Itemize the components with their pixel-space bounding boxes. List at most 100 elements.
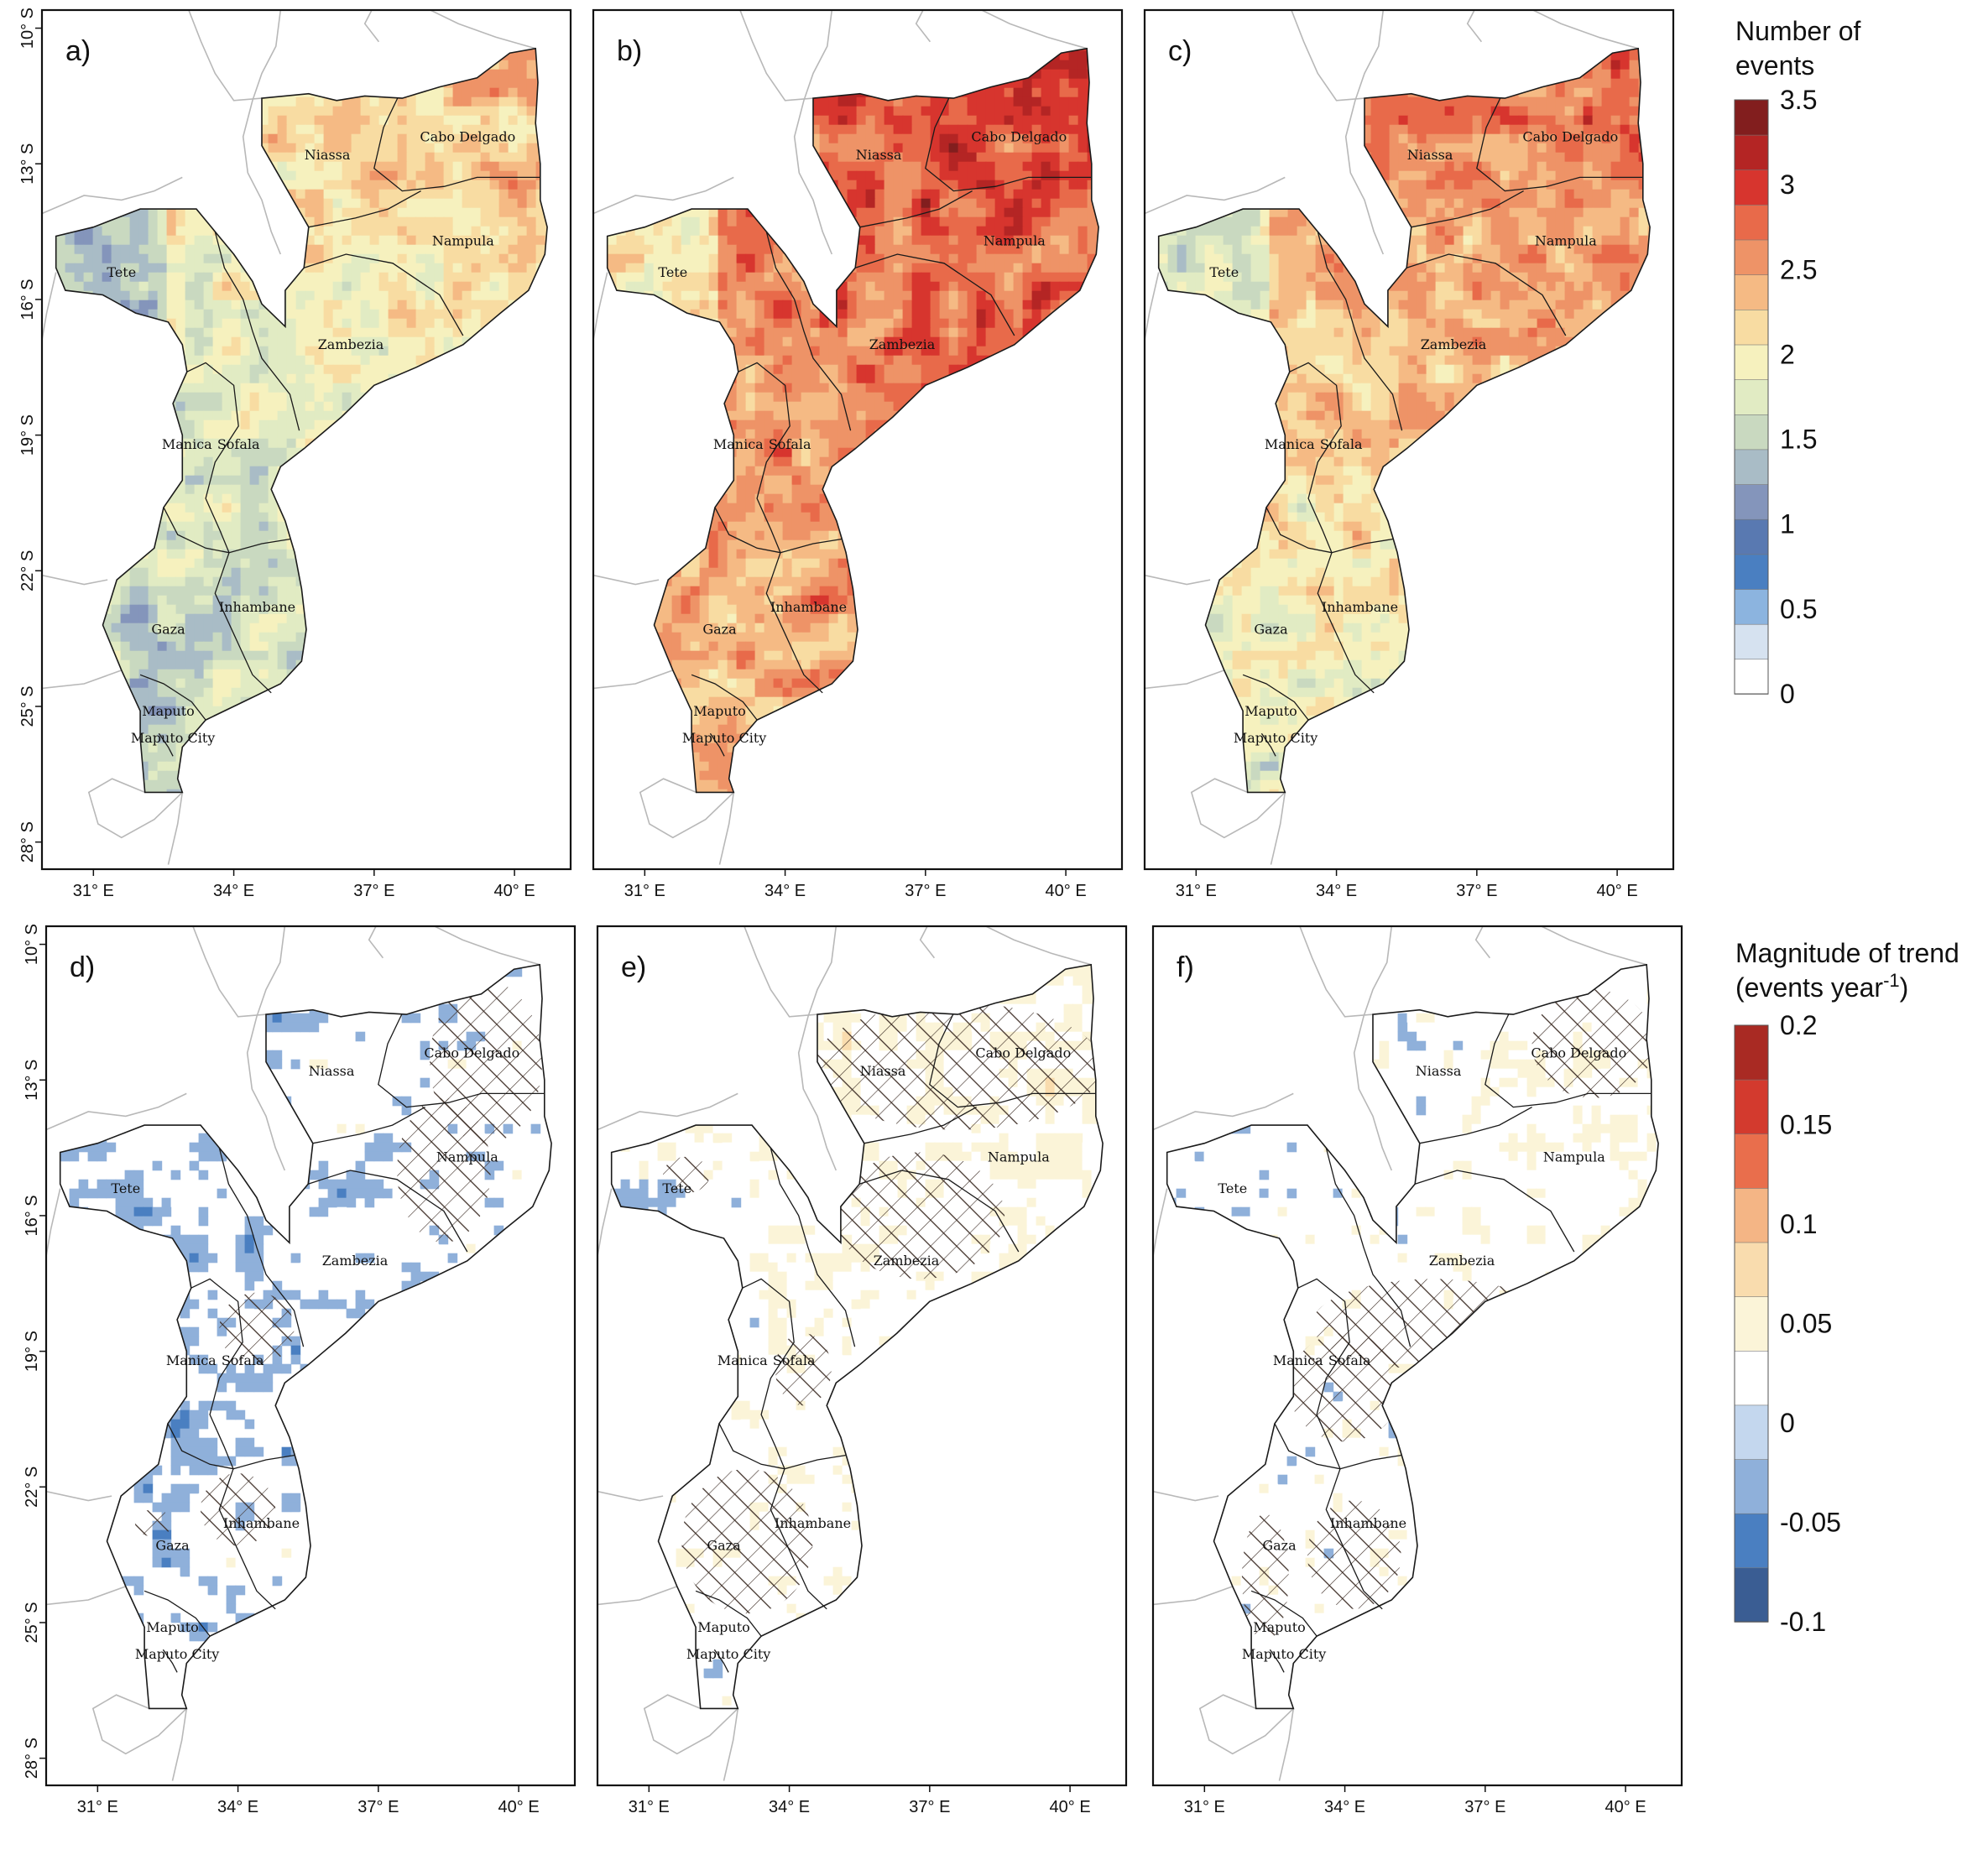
raster-cell bbox=[305, 642, 316, 652]
raster-cell bbox=[352, 642, 362, 652]
raster-cell bbox=[121, 420, 131, 430]
raster-cell bbox=[509, 466, 519, 477]
raster-cell bbox=[536, 227, 546, 237]
raster-cell bbox=[518, 660, 528, 670]
raster-cell bbox=[56, 780, 66, 790]
raster-cell bbox=[792, 42, 802, 52]
raster-cell bbox=[65, 670, 76, 680]
raster-cell bbox=[352, 762, 362, 772]
raster-cell bbox=[324, 51, 334, 61]
raster-cell bbox=[398, 107, 408, 117]
raster-cell bbox=[305, 771, 316, 781]
raster-cell bbox=[324, 134, 334, 144]
raster-cell bbox=[379, 70, 389, 80]
raster-cell bbox=[866, 51, 876, 61]
raster-cell bbox=[158, 789, 168, 800]
raster-cell bbox=[518, 586, 528, 597]
raster-cell bbox=[102, 402, 112, 412]
raster-cell bbox=[269, 125, 279, 135]
raster-cell bbox=[453, 300, 463, 310]
raster-cell bbox=[407, 448, 417, 458]
raster-cell bbox=[130, 605, 140, 615]
raster-cell bbox=[949, 42, 959, 52]
raster-cell bbox=[472, 199, 482, 209]
raster-cell bbox=[518, 107, 528, 117]
raster-cell bbox=[185, 134, 196, 144]
raster-cell bbox=[462, 411, 472, 421]
raster-cell bbox=[490, 291, 500, 301]
raster-cell bbox=[444, 263, 454, 274]
raster-cell bbox=[324, 356, 334, 366]
raster-cell bbox=[176, 485, 186, 495]
raster-cell bbox=[75, 374, 85, 384]
y-tick-label: 16° S bbox=[18, 279, 37, 320]
raster-cell bbox=[342, 559, 352, 569]
raster-cell bbox=[204, 577, 214, 587]
raster-cell bbox=[545, 753, 556, 763]
raster-cell bbox=[185, 485, 196, 495]
raster-cell bbox=[130, 503, 140, 513]
neighbour-border bbox=[593, 670, 673, 689]
raster-cell bbox=[130, 448, 140, 458]
raster-cell bbox=[176, 522, 186, 532]
raster-cell bbox=[518, 614, 528, 624]
raster-cell bbox=[746, 88, 756, 98]
raster-cell bbox=[75, 614, 85, 624]
raster-cell bbox=[204, 356, 214, 366]
raster-cell bbox=[65, 614, 76, 624]
raster-cell bbox=[315, 494, 325, 504]
raster-cell bbox=[425, 697, 436, 707]
raster-cell bbox=[222, 337, 232, 347]
raster-cell bbox=[204, 697, 214, 707]
raster-cell bbox=[379, 771, 389, 781]
raster-cell bbox=[536, 310, 546, 320]
raster-cell bbox=[65, 531, 76, 541]
raster-cell bbox=[509, 743, 519, 753]
raster-cell bbox=[472, 633, 482, 643]
raster-cell bbox=[425, 734, 436, 744]
raster-cell bbox=[379, 439, 389, 449]
raster-cell bbox=[518, 134, 528, 144]
raster-cell bbox=[1014, 70, 1024, 80]
raster-cell bbox=[287, 430, 297, 440]
raster-cell bbox=[75, 623, 85, 633]
raster-cell bbox=[259, 476, 269, 486]
raster-cell bbox=[894, 88, 904, 98]
raster-cell bbox=[472, 550, 482, 560]
raster-cell bbox=[195, 190, 205, 200]
raster-cell bbox=[352, 227, 362, 237]
raster-cell bbox=[195, 762, 205, 772]
raster-cell bbox=[499, 227, 509, 237]
raster-cell bbox=[93, 393, 103, 403]
raster-cell bbox=[737, 97, 747, 107]
raster-cell bbox=[425, 660, 436, 670]
raster-cell bbox=[185, 310, 196, 320]
raster-cell bbox=[481, 577, 491, 587]
raster-cell bbox=[333, 291, 343, 301]
raster-cell bbox=[204, 789, 214, 800]
raster-cell bbox=[296, 688, 306, 698]
raster-cell bbox=[361, 697, 371, 707]
raster-cell bbox=[481, 688, 491, 698]
raster-cell bbox=[232, 457, 242, 467]
raster-cell bbox=[481, 503, 491, 513]
raster-cell bbox=[204, 291, 214, 301]
raster-cell bbox=[499, 291, 509, 301]
raster-cell bbox=[112, 125, 122, 135]
raster-cell bbox=[158, 227, 168, 237]
raster-cell bbox=[232, 476, 242, 486]
raster-cell bbox=[84, 753, 94, 763]
raster-cell bbox=[518, 670, 528, 680]
raster-cell bbox=[518, 254, 528, 264]
raster-cell bbox=[149, 513, 159, 523]
raster-cell bbox=[305, 199, 316, 209]
raster-cell bbox=[185, 586, 196, 597]
raster-cell bbox=[130, 753, 140, 763]
raster-cell bbox=[167, 236, 177, 246]
raster-cell bbox=[407, 771, 417, 781]
raster-cell bbox=[305, 457, 316, 467]
raster-cell bbox=[361, 568, 371, 578]
raster-cell bbox=[490, 411, 500, 421]
raster-cell bbox=[56, 448, 66, 458]
raster-cell bbox=[672, 42, 682, 52]
